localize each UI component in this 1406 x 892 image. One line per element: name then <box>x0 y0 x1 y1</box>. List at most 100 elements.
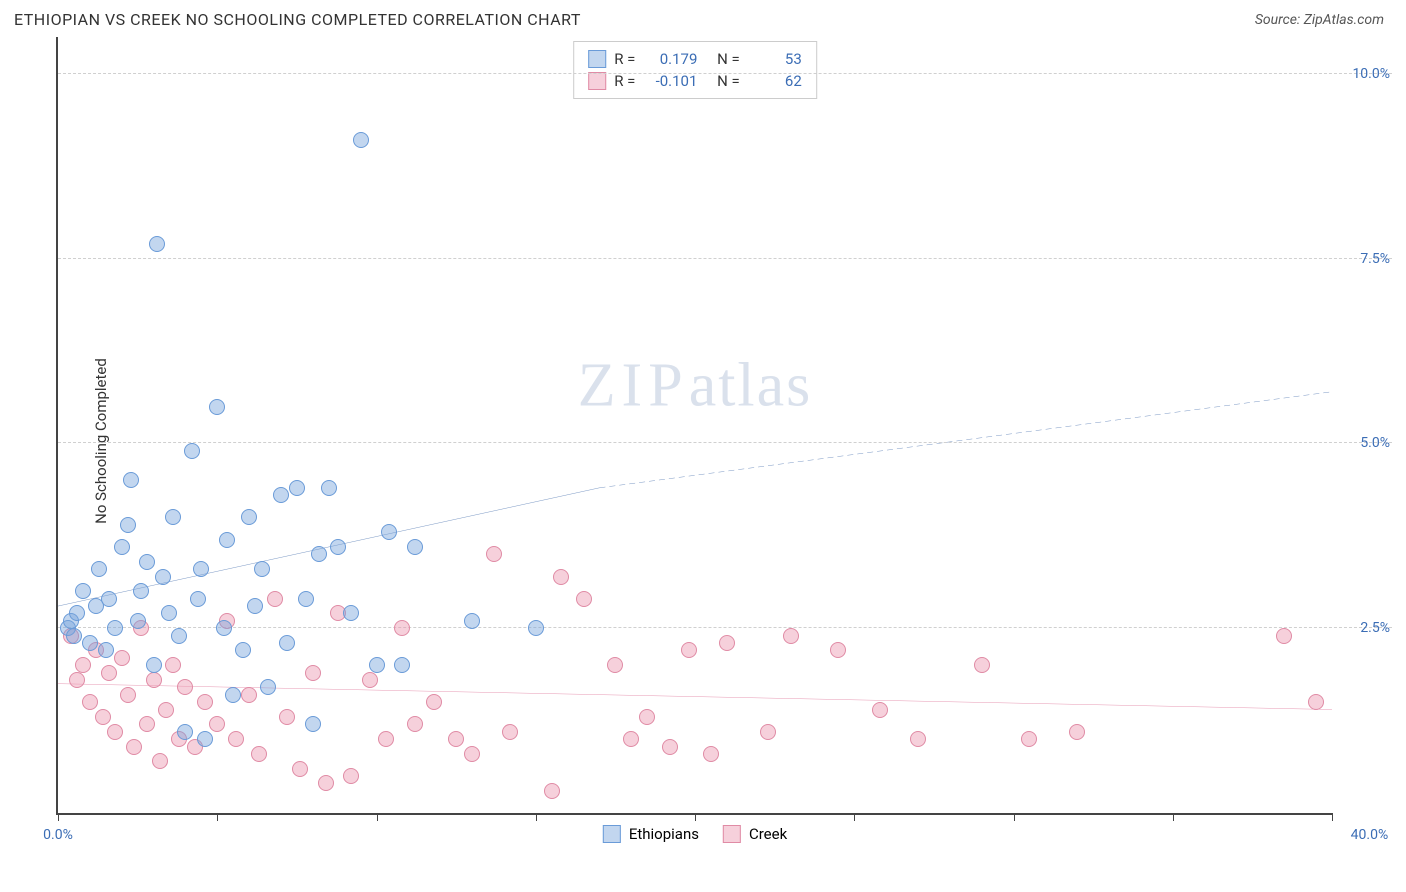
data-point-ethiopians <box>394 657 410 673</box>
legend-item-creek: Creek <box>723 825 787 843</box>
series-legend: Ethiopians Creek <box>603 825 787 843</box>
data-point-creek <box>126 739 142 755</box>
data-point-creek <box>623 731 639 747</box>
x-tick <box>536 813 537 821</box>
chart-container: No Schooling Completed ZIPatlas R = 0.17… <box>14 37 1392 845</box>
data-point-ethiopians <box>66 628 82 644</box>
data-point-creek <box>139 716 155 732</box>
n-label: N = <box>717 50 740 68</box>
watermark: ZIPatlas <box>578 351 813 422</box>
data-point-creek <box>209 716 225 732</box>
x-tick <box>1173 813 1174 821</box>
data-point-ethiopians <box>289 480 305 496</box>
data-point-creek <box>1021 731 1037 747</box>
data-point-ethiopians <box>298 591 314 607</box>
data-point-creek <box>305 665 321 681</box>
data-point-creek <box>197 694 213 710</box>
chart-title: ETHIOPIAN VS CREEK NO SCHOOLING COMPLETE… <box>14 10 581 29</box>
data-point-ethiopians <box>165 509 181 525</box>
data-point-creek <box>165 657 181 673</box>
data-point-ethiopians <box>133 583 149 599</box>
data-point-creek <box>158 702 174 718</box>
watermark-prefix: ZIP <box>578 352 689 420</box>
data-point-ethiopians <box>241 509 257 525</box>
data-point-creek <box>502 724 518 740</box>
data-point-ethiopians <box>330 539 346 555</box>
x-tick-label-left: 0.0% <box>43 827 73 843</box>
data-point-creek <box>251 746 267 762</box>
data-point-ethiopians <box>225 687 241 703</box>
data-point-creek <box>101 665 117 681</box>
data-point-creek <box>681 642 697 658</box>
data-point-creek <box>146 672 162 688</box>
data-point-ethiopians <box>528 620 544 636</box>
data-point-creek <box>362 672 378 688</box>
x-tick <box>695 813 696 821</box>
n-label: N = <box>717 72 740 90</box>
data-point-creek <box>464 746 480 762</box>
r-label: R = <box>614 50 635 68</box>
data-point-creek <box>553 569 569 585</box>
x-tick <box>58 813 59 821</box>
data-point-ethiopians <box>197 731 213 747</box>
gridline <box>58 627 1392 628</box>
swatch-creek-icon <box>723 825 741 843</box>
gridline <box>58 73 1392 74</box>
data-point-ethiopians <box>69 605 85 621</box>
legend-row-ethiopians: R = 0.179 N = 53 <box>588 48 802 70</box>
data-point-ethiopians <box>343 605 359 621</box>
data-point-ethiopians <box>381 524 397 540</box>
data-point-creek <box>82 694 98 710</box>
data-point-ethiopians <box>369 657 385 673</box>
data-point-creek <box>783 628 799 644</box>
legend-item-ethiopians: Ethiopians <box>603 825 699 843</box>
data-point-ethiopians <box>91 561 107 577</box>
data-point-creek <box>107 724 123 740</box>
data-point-ethiopians <box>254 561 270 577</box>
r-value-ethiopians: 0.179 <box>643 50 697 68</box>
x-tick <box>217 813 218 821</box>
data-point-creek <box>639 709 655 725</box>
chart-header: ETHIOPIAN VS CREEK NO SCHOOLING COMPLETE… <box>0 0 1406 37</box>
data-point-creek <box>1308 694 1324 710</box>
data-point-ethiopians <box>311 546 327 562</box>
trend-line <box>599 392 1332 488</box>
data-point-ethiopians <box>216 620 232 636</box>
x-tick <box>854 813 855 821</box>
source-attribution: Source: ZipAtlas.com <box>1255 12 1384 28</box>
legend-label-creek: Creek <box>749 825 787 843</box>
correlation-legend: R = 0.179 N = 53 R = -0.101 N = 62 <box>573 41 817 99</box>
data-point-creek <box>544 783 560 799</box>
data-point-ethiopians <box>190 591 206 607</box>
data-point-ethiopians <box>464 613 480 629</box>
gridline <box>58 258 1392 259</box>
swatch-ethiopians-icon <box>603 825 621 843</box>
data-point-creek <box>279 709 295 725</box>
data-point-ethiopians <box>171 628 187 644</box>
data-point-ethiopians <box>235 642 251 658</box>
data-point-creek <box>95 709 111 725</box>
plot-area: ZIPatlas R = 0.179 N = 53 R = -0.101 N =… <box>56 37 1332 815</box>
data-point-ethiopians <box>161 605 177 621</box>
data-point-ethiopians <box>260 679 276 695</box>
y-tick-label: 7.5% <box>1360 251 1390 267</box>
n-value-ethiopians: 53 <box>748 50 802 68</box>
data-point-creek <box>830 642 846 658</box>
data-point-ethiopians <box>279 635 295 651</box>
data-point-ethiopians <box>120 517 136 533</box>
data-point-ethiopians <box>247 598 263 614</box>
data-point-creek <box>974 657 990 673</box>
data-point-ethiopians <box>82 635 98 651</box>
n-value-creek: 62 <box>748 72 802 90</box>
data-point-creek <box>241 687 257 703</box>
data-point-creek <box>872 702 888 718</box>
y-tick-label: 10.0% <box>1352 66 1390 82</box>
data-point-creek <box>719 635 735 651</box>
swatch-creek <box>588 72 606 90</box>
data-point-ethiopians <box>177 724 193 740</box>
swatch-ethiopians <box>588 50 606 68</box>
data-point-creek <box>343 768 359 784</box>
x-tick <box>1014 813 1015 821</box>
data-point-ethiopians <box>98 642 114 658</box>
data-point-creek <box>576 591 592 607</box>
